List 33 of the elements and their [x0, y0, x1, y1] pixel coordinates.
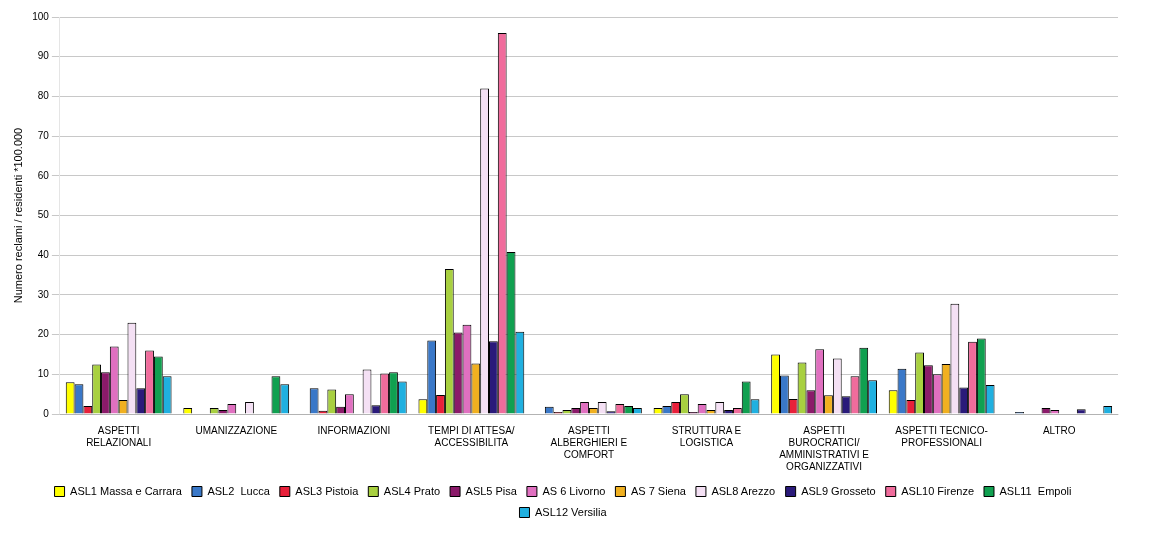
y-tick-label: 80 — [37, 90, 50, 102]
x-tick-label: ASPETTI RELAZIONALI — [86, 424, 152, 448]
y-tick-label: 60 — [37, 169, 50, 181]
x-tick-label: INFORMAZIONI — [317, 424, 391, 436]
legend-label: AS 6 Livorno — [542, 484, 606, 497]
legend-label: ASL8 Arezzo — [711, 484, 776, 497]
x-tick-label: ASPETTI TECNICO- PROFESSIONALI — [895, 424, 988, 448]
x-tick-label: ASPETTI ALBERGHIERI E COMFORT — [550, 424, 628, 460]
x-tick-label: UMANIZZAZIONE — [195, 424, 278, 436]
y-tick-label: 0 — [43, 407, 50, 419]
legend-label: ASL9 Grosseto — [801, 484, 876, 497]
legend-label: ASL4 Prato — [383, 484, 441, 497]
legend-label: ASL10 Firenze — [901, 484, 974, 497]
legend-label: ASL12 Versilia — [534, 505, 608, 518]
y-tick-label: 20 — [37, 328, 50, 340]
x-tick-label: TEMPI DI ATTESA/ ACCESSIBILITA — [428, 424, 515, 448]
y-tick-label: 90 — [37, 50, 50, 62]
x-tick-label: ASPETTI BUROCRATICI/ AMMINISTRATIVI E ORGANIZZATIVI — [779, 424, 870, 472]
y-tick-label: 40 — [37, 248, 50, 260]
legend-label: ASL2 Lucca — [207, 484, 271, 497]
legend-label: ASL3 Pistoia — [295, 484, 360, 497]
y-tick-label: 50 — [37, 209, 50, 221]
legend-label: ASL11 Empoli — [999, 484, 1072, 497]
y-axis-title: Numero reclami / residenti *100.000 — [11, 127, 24, 304]
x-tick-label: ALTRO — [1042, 424, 1076, 436]
legend-label: ASL5 Pisa — [465, 484, 518, 497]
legend-label: AS 7 Siena — [630, 484, 687, 497]
y-tick-label: 10 — [37, 368, 50, 380]
y-tick-label: 70 — [37, 129, 50, 141]
legend-label: ASL1 Massa e Carrara — [70, 484, 183, 497]
x-tick-label: STRUTTURA E LOGISTICA — [671, 424, 742, 448]
y-tick-label: 100 — [32, 10, 50, 22]
y-tick-label: 30 — [37, 288, 50, 300]
